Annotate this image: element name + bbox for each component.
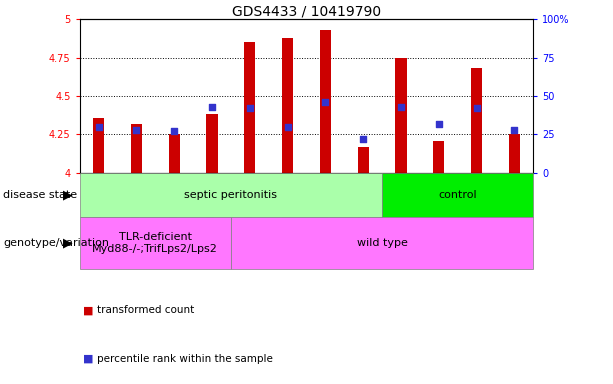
Text: ▶: ▶ <box>63 189 72 201</box>
Bar <box>509 134 520 173</box>
Point <box>509 127 519 133</box>
Text: ▶: ▶ <box>63 237 72 249</box>
Point <box>396 104 406 110</box>
Text: ■: ■ <box>83 354 93 364</box>
Bar <box>231 217 533 269</box>
Bar <box>395 58 406 173</box>
Point <box>358 136 368 142</box>
Bar <box>80 217 231 269</box>
Point <box>321 99 330 105</box>
Bar <box>169 134 180 173</box>
Text: transformed count: transformed count <box>97 305 194 315</box>
Text: ■: ■ <box>83 305 93 315</box>
Bar <box>282 38 293 173</box>
Point <box>131 127 141 133</box>
Point <box>283 124 292 130</box>
Bar <box>207 114 218 173</box>
Text: percentile rank within the sample: percentile rank within the sample <box>97 354 273 364</box>
Text: disease state: disease state <box>3 190 77 200</box>
Bar <box>80 173 382 217</box>
Bar <box>93 118 104 173</box>
Point <box>472 105 482 111</box>
Text: genotype/variation: genotype/variation <box>3 238 109 248</box>
Bar <box>357 147 369 173</box>
Text: wild type: wild type <box>357 238 408 248</box>
Bar <box>244 42 256 173</box>
Point <box>207 104 217 110</box>
Text: septic peritonitis: septic peritonitis <box>185 190 278 200</box>
Point <box>94 124 104 130</box>
Bar <box>320 30 331 173</box>
Bar <box>131 124 142 173</box>
Title: GDS4433 / 10419790: GDS4433 / 10419790 <box>232 4 381 18</box>
Text: control: control <box>438 190 477 200</box>
Point <box>169 128 179 134</box>
Point <box>245 105 255 111</box>
Bar <box>433 141 444 173</box>
Bar <box>471 68 482 173</box>
Bar <box>382 173 533 217</box>
Text: TLR-deficient
Myd88-/-;TrifLps2/Lps2: TLR-deficient Myd88-/-;TrifLps2/Lps2 <box>93 232 218 254</box>
Point <box>434 121 444 127</box>
